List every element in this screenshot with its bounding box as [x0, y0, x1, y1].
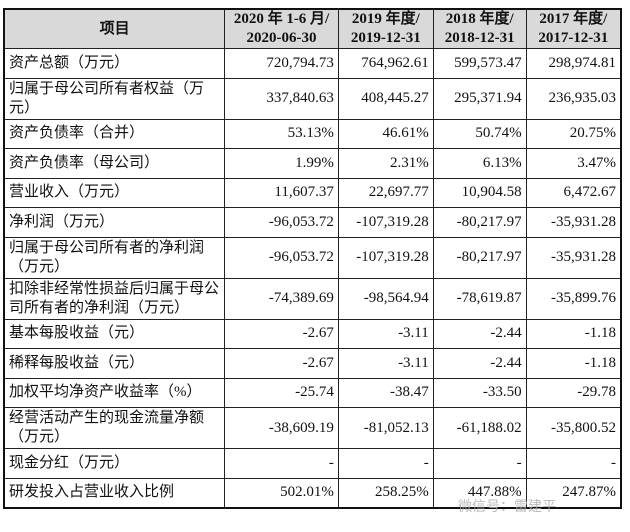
cell-value: 236,935.03 [525, 77, 622, 120]
cell-value: -98,564.94 [337, 277, 434, 320]
cell-value: -96,053.72 [224, 236, 339, 279]
row-label: 研发投入占营业收入比例 [3, 477, 226, 509]
cell-value: -2.67 [224, 318, 339, 349]
cell-value: 502.01% [224, 477, 339, 509]
cell-value: -33.50 [432, 377, 527, 408]
cell-value: - [525, 448, 622, 479]
cell-value: -96,053.72 [224, 207, 339, 238]
row-label: 净利润（万元） [3, 207, 226, 238]
cell-value: -80,217.97 [432, 236, 527, 279]
cell-value: 298,974.81 [525, 48, 622, 79]
cell-value: -2.44 [432, 348, 527, 379]
row-label: 扣除非经常性损益后归属于母公司所有者的净利润（万元） [3, 277, 226, 320]
cell-value: -107,319.28 [337, 207, 434, 238]
cell-value: -2.44 [432, 318, 527, 349]
cell-value: 6,472.67 [525, 177, 622, 208]
column-header: 项目 [3, 8, 226, 49]
cell-value: -29.78 [525, 377, 622, 408]
cell-value: -74,389.69 [224, 277, 339, 320]
cell-value: -81,052.13 [337, 407, 434, 449]
table-row: 净利润（万元） -96,053.72 -107,319.28 -80,217.97 -3… [3, 207, 622, 238]
row-label: 稀释每股收益（元） [3, 348, 226, 379]
cell-value: -25.74 [224, 377, 339, 408]
table-row: 资产负债率（母公司） 1.99% 2.31% 6.13% 3.47% [3, 148, 622, 179]
cell-value: 53.13% [224, 118, 339, 149]
cell-value: 764,962.61 [337, 48, 434, 79]
cell-value: -2.67 [224, 348, 339, 379]
cell-value: -38.47 [337, 377, 434, 408]
cell-value: -35,899.76 [525, 277, 622, 320]
cell-value: -1.18 [525, 348, 622, 379]
column-header: 2020 年 1-6 月/ 2020-06-30 [224, 8, 339, 49]
cell-value: -80,217.97 [432, 207, 527, 238]
row-label: 经营活动产生的现金流量净额（万元） [3, 407, 226, 449]
table-row: 资产负债率（合并） 53.13% 46.61% 50.74% 20.75% [3, 118, 622, 149]
cell-value: 247.87% [525, 477, 622, 509]
row-label: 营业收入（万元） [3, 177, 226, 208]
row-label: 资产负债率（母公司） [3, 148, 226, 179]
cell-value: 258.25% [337, 477, 434, 509]
cell-value: - [432, 448, 527, 479]
row-label: 基本每股收益（元） [3, 318, 226, 349]
table-row: 基本每股收益（元） -2.67 -3.11 -2.44 -1.18 [3, 318, 622, 349]
cell-value: -107,319.28 [337, 236, 434, 279]
row-label: 归属于母公司所有者的净利润（万元） [3, 236, 226, 279]
cell-value: -35,931.28 [525, 207, 622, 238]
cell-value: 295,371.94 [432, 77, 527, 120]
cell-value: 720,794.73 [224, 48, 339, 79]
row-label: 资产负债率（合并） [3, 118, 226, 149]
cell-value: - [224, 448, 339, 479]
cell-value: 447.88% [432, 477, 527, 509]
column-header: 2019 年度/ 2019-12-31 [337, 8, 434, 49]
table-row: 稀释每股收益（元） -2.67 -3.11 -2.44 -1.18 [3, 348, 622, 379]
cell-value: -1.18 [525, 318, 622, 349]
row-label: 资产总额（万元） [3, 48, 226, 79]
cell-value: 46.61% [337, 118, 434, 149]
row-label: 加权平均净资产收益率（%） [3, 377, 226, 408]
table-row: 加权平均净资产收益率（%） -25.74 -38.47 -33.50 -29.78 [3, 377, 622, 408]
cell-value: -78,619.87 [432, 277, 527, 320]
cell-value: 3.47% [525, 148, 622, 179]
cell-value: -3.11 [337, 318, 434, 349]
cell-value: 6.13% [432, 148, 527, 179]
column-header: 2018 年度/ 2018-12-31 [432, 8, 527, 49]
table-row: 营业收入（万元） 11,607.37 22,697.77 10,904.58 6,472… [3, 177, 622, 208]
cell-value: 20.75% [525, 118, 622, 149]
cell-value: -35,931.28 [525, 236, 622, 279]
table-row: 归属于母公司所有者权益（万元） 337,840.63 408,445.27 295,3… [3, 77, 622, 120]
header-row: 项目 2020 年 1-6 月/ 2020-06-30 2019 年度/ 2019-… [3, 8, 622, 49]
cell-value: -38,609.19 [224, 407, 339, 449]
cell-value: 22,697.77 [337, 177, 434, 208]
table-row: 经营活动产生的现金流量净额（万元） -38,609.19 -81,052.13 -61… [3, 407, 622, 449]
cell-value: 50.74% [432, 118, 527, 149]
cell-value: -35,800.52 [525, 407, 622, 449]
table-row: 归属于母公司所有者的净利润（万元） -96,053.72 -107,319.28 -8… [3, 236, 622, 279]
cell-value: 1.99% [224, 148, 339, 179]
table-row: 扣除非经常性损益后归属于母公司所有者的净利润（万元） -74,389.69 -98,… [3, 277, 622, 320]
cell-value: -61,188.02 [432, 407, 527, 449]
cell-value: 599,573.47 [432, 48, 527, 79]
row-label: 现金分红（万元） [3, 448, 226, 479]
cell-value: -3.11 [337, 348, 434, 379]
cell-value: 337,840.63 [224, 77, 339, 120]
row-label: 归属于母公司所有者权益（万元） [3, 77, 226, 120]
table-row: 资产总额（万元） 720,794.73 764,962.61 599,573.47 29… [3, 48, 622, 79]
cell-value: 2.31% [337, 148, 434, 179]
financial-table: 项目 2020 年 1-6 月/ 2020-06-30 2019 年度/ 2019-… [3, 8, 622, 509]
cell-value: 11,607.37 [224, 177, 339, 208]
cell-value: 408,445.27 [337, 77, 434, 120]
cell-value: 10,904.58 [432, 177, 527, 208]
cell-value: - [337, 448, 434, 479]
column-header: 2017 年度/ 2017-12-31 [525, 8, 622, 49]
table-row: 现金分红（万元） - - - - [3, 448, 622, 479]
watermark: 微信号：雷建平 [458, 499, 556, 515]
table-row: 研发投入占营业收入比例 502.01% 258.25% 447.88% 247.87% [3, 477, 622, 509]
